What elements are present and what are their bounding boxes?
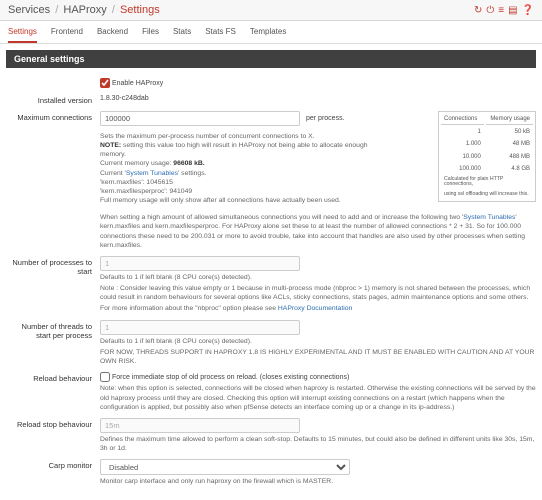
enable-haproxy-checkbox[interactable] (100, 78, 110, 88)
power-icon[interactable]: ⏻ (486, 5, 494, 16)
memtable-cell: 488 MB (486, 152, 533, 162)
tab-templates[interactable]: Templates (250, 27, 286, 43)
nbproc-help: Note : Consider leaving this value empty… (100, 284, 536, 302)
system-tunables-link[interactable]: System Tunables (126, 170, 178, 177)
list-icon[interactable]: ≡ (498, 5, 504, 16)
log-icon[interactable]: ▤ (508, 5, 517, 16)
memory-table: ConnectionsMemory usage 150 kB 1.00048 M… (438, 111, 536, 202)
panel-title: General settings (6, 50, 536, 68)
reloadstop-input[interactable] (100, 418, 300, 433)
maxconn-help: Full memory usage will only show after a… (100, 196, 370, 205)
maxconn-help: Current 'System Tunables' settings. (100, 169, 370, 178)
carp-help: Monitor carp interface and only run hapr… (100, 477, 536, 486)
maxconn-per: per process. (306, 111, 345, 123)
nbthread-help: Defaults to 1 if left blank (8 CPU core(… (100, 337, 536, 346)
breadcrumb: Services / HAProxy / Settings (8, 4, 160, 16)
memtable-cell: 10.000 (441, 152, 484, 162)
carp-label: Carp monitor (6, 459, 100, 470)
reload-help: Note: when this option is selected, conn… (100, 384, 536, 412)
tab-backend[interactable]: Backend (97, 27, 128, 43)
haproxy-doc-link[interactable]: HAProxy Documentation (278, 305, 352, 312)
maxconn-help: 'kern.maxfiles': 1045615 (100, 178, 370, 187)
refresh-icon[interactable]: ↻ (474, 5, 482, 16)
help-icon[interactable]: ❓ (522, 5, 534, 16)
tab-settings[interactable]: Settings (8, 27, 37, 43)
reloadstop-help: Defines the maximum time allowed to perf… (100, 435, 536, 453)
installed-version-value: 1.8.30-c248dab (100, 94, 536, 103)
tab-frontend[interactable]: Frontend (51, 27, 83, 43)
tab-files[interactable]: Files (142, 27, 159, 43)
breadcrumb-haproxy[interactable]: HAProxy (63, 4, 106, 16)
memtable-cell: 100.000 (441, 164, 484, 174)
tab-stats[interactable]: Stats (173, 27, 191, 43)
carp-select[interactable]: Disabled (100, 459, 350, 475)
installed-version-label: Installed version (6, 94, 100, 105)
memtable-cell: 48 MB (486, 139, 533, 149)
breadcrumb-sep: / (112, 4, 115, 16)
reloadstop-label: Reload stop behaviour (6, 418, 100, 429)
tabs: Settings Frontend Backend Files Stats St… (0, 21, 542, 44)
memtable-h2: Memory usage (486, 114, 533, 125)
maxconn-help: 'kern.maxfilesperproc': 941049 (100, 187, 370, 196)
maxconn-help: Sets the maximum per-process number of c… (100, 132, 370, 141)
nbthread-help: FOR NOW, THREADS SUPPORT IN HAPROXY 1.8 … (100, 348, 536, 366)
reload-force-label: Force immediate stop of old process on r… (112, 374, 349, 381)
nbproc-input[interactable] (100, 256, 300, 271)
memtable-cell: 1.000 (441, 139, 484, 149)
page-header: Services / HAProxy / Settings ↻ ⏻ ≡ ▤ ❓ (0, 0, 542, 21)
nbthread-label: Number of threads to start per process (6, 320, 100, 340)
reload-label: Reload behaviour (6, 372, 100, 383)
nbthread-input[interactable] (100, 320, 300, 335)
nbproc-help: For more information about the "nbproc" … (100, 304, 536, 313)
memtable-cell: 4.8 GB (486, 164, 533, 174)
enable-haproxy-label: Enable HAProxy (112, 80, 163, 87)
breadcrumb-settings: Settings (120, 4, 160, 16)
breadcrumb-services[interactable]: Services (8, 4, 50, 16)
maxconn-help: Current memory usage: 96608 kB. (100, 159, 370, 168)
nbproc-help: Defaults to 1 if left blank (8 CPU core(… (100, 273, 536, 282)
memtable-note: Calculated for plain HTTP connections, (441, 176, 533, 189)
nbproc-label: Number of processes to start (6, 256, 100, 276)
maxconn-help: When setting a high amount of allowed si… (100, 213, 536, 250)
memtable-cell: 1 (441, 127, 484, 137)
settings-form: Enable HAProxy Installed version 1.8.30-… (0, 68, 542, 496)
memtable-cell: 50 kB (486, 127, 533, 137)
tab-statsfs[interactable]: Stats FS (205, 27, 236, 43)
reload-force-checkbox[interactable] (100, 372, 110, 382)
header-icons: ↻ ⏻ ≡ ▤ ❓ (474, 5, 534, 16)
system-tunables-link[interactable]: System Tunables (463, 214, 515, 221)
maxconn-input[interactable] (100, 111, 300, 126)
memtable-note: using ssl offloading will increase this. (441, 191, 533, 199)
memtable-h1: Connections (441, 114, 484, 125)
maxconn-label: Maximum connections (6, 111, 100, 122)
breadcrumb-sep: / (55, 4, 58, 16)
maxconn-help: NOTE: setting this value too high will r… (100, 141, 370, 159)
